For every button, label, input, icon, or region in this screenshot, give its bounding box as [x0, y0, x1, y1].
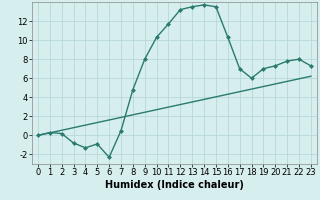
X-axis label: Humidex (Indice chaleur): Humidex (Indice chaleur) [105, 180, 244, 190]
